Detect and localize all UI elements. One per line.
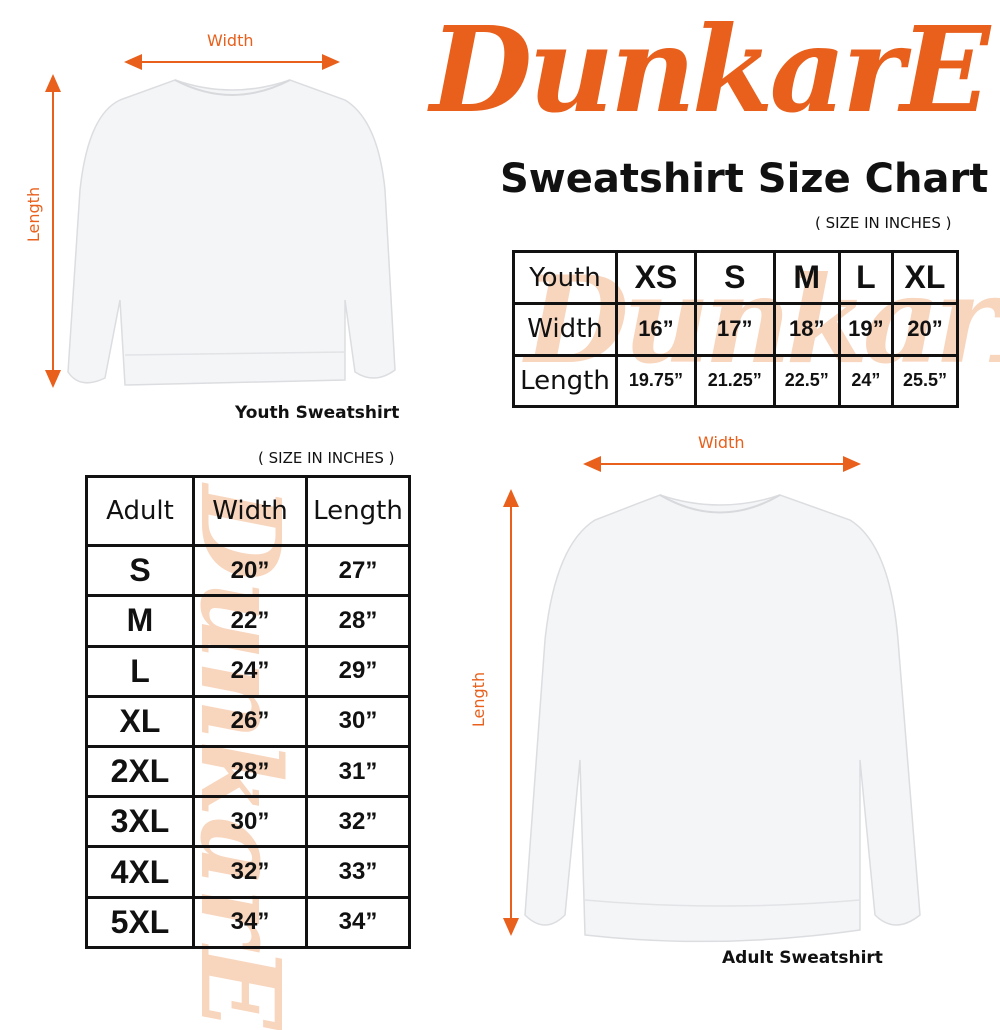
table-header-cell: L (837, 250, 894, 305)
youth-size-note: ( SIZE IN INCHES ) (815, 214, 952, 232)
youth-width-label: Width (207, 31, 254, 50)
table-row: 5XL 34” 34” (85, 895, 411, 950)
size-label: 5XL (85, 895, 195, 950)
table-cell: 18” (772, 302, 841, 357)
table-cell: 26” (192, 694, 308, 749)
table-cell: 27” (305, 544, 411, 598)
adult-sweatshirt-image (524, 494, 921, 943)
youth-length-label: Length (24, 186, 44, 243)
table-cell: 19.75” (615, 353, 697, 408)
table-header-cell: Youth (512, 250, 618, 305)
diagram-layer (45, 54, 921, 943)
table-cell: 24” (192, 644, 308, 698)
table-cell: 20” (192, 544, 308, 598)
youth-size-table: Youth XS S M L XL Width 16” 17” 18” 19” … (512, 250, 960, 408)
table-cell: 29” (305, 644, 411, 698)
table-row: 3XL 30” 32” (85, 795, 411, 849)
table-row: 2XL 28” 31” (85, 745, 411, 799)
table-cell: 22” (192, 594, 308, 648)
row-label: Length (512, 353, 618, 408)
brand-logo: DunkarE (430, 0, 990, 139)
table-cell: 22.5” (772, 353, 841, 408)
table-row: Youth XS S M L XL (512, 250, 960, 305)
size-label: XL (85, 694, 195, 749)
table-cell: 34” (305, 895, 411, 950)
table-row: S 20” 27” (85, 544, 411, 598)
table-header-cell: M (772, 250, 841, 305)
table-row: Adult Width Length (85, 474, 411, 548)
table-cell: 24” (837, 353, 894, 408)
table-cell: 28” (192, 745, 308, 799)
table-row: M 22” 28” (85, 594, 411, 648)
table-cell: 25.5” (890, 353, 960, 408)
adult-size-note: ( SIZE IN INCHES ) (258, 449, 395, 467)
table-header-cell: Adult (85, 474, 195, 548)
table-cell: 33” (305, 845, 411, 899)
table-row: Width 16” 17” 18” 19” 20” (512, 302, 960, 357)
table-cell: 32” (192, 845, 308, 899)
table-cell: 16” (615, 302, 697, 357)
table-cell: 30” (305, 694, 411, 749)
table-cell: 17” (693, 302, 776, 357)
table-cell: 30” (192, 795, 308, 849)
table-header-cell: S (693, 250, 776, 305)
adult-width-label: Width (698, 433, 745, 452)
youth-sweatshirt-image (67, 79, 396, 386)
table-row: Length 19.75” 21.25” 22.5” 24” 25.5” (512, 353, 960, 408)
table-cell: 34” (192, 895, 308, 950)
adult-size-table: Adult Width Length S 20” 27” M 22” 28” L 24” 29”… (85, 474, 411, 950)
adult-caption: Adult Sweatshirt (722, 948, 883, 968)
table-cell: 31” (305, 745, 411, 799)
size-label: 3XL (85, 795, 195, 849)
size-label: M (85, 594, 195, 648)
size-label: L (85, 644, 195, 698)
size-label: 4XL (85, 845, 195, 899)
table-cell: 19” (837, 302, 894, 357)
table-row: 4XL 32” 33” (85, 845, 411, 899)
adult-length-label: Length (469, 671, 489, 728)
table-cell: 32” (305, 795, 411, 849)
youth-caption: Youth Sweatshirt (235, 403, 400, 423)
table-header-cell: Length (305, 474, 411, 548)
table-cell: 21.25” (693, 353, 776, 408)
table-header-cell: Width (192, 474, 308, 548)
page-title: Sweatshirt Size Chart (500, 156, 989, 202)
size-label: S (85, 544, 195, 598)
table-cell: 28” (305, 594, 411, 648)
row-label: Width (512, 302, 618, 357)
table-header-cell: XL (890, 250, 960, 305)
table-row: L 24” 29” (85, 644, 411, 698)
table-header-cell: XS (615, 250, 697, 305)
table-cell: 20” (890, 302, 960, 357)
table-row: XL 26” 30” (85, 694, 411, 749)
size-label: 2XL (85, 745, 195, 799)
